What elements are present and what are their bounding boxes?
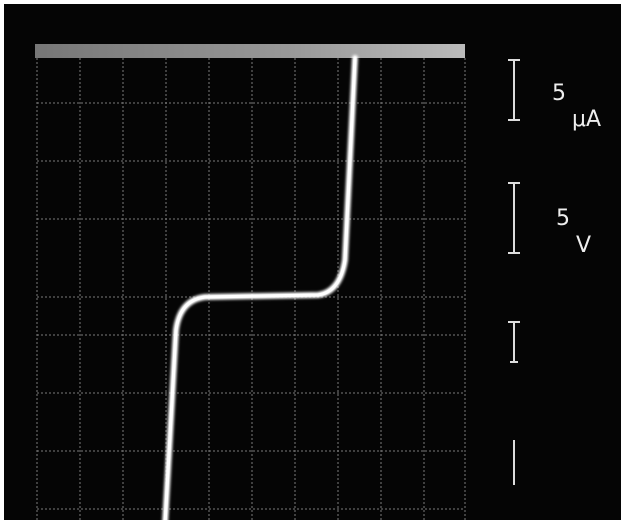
- voltage-scale-unit: V: [576, 233, 591, 258]
- voltage-scale-value: 5: [556, 206, 570, 231]
- screen-background: [4, 4, 621, 520]
- scope-screen: 5 μA 5 V: [0, 0, 625, 524]
- current-scale-unit: μA: [572, 107, 601, 132]
- trace-bar: [35, 44, 465, 58]
- current-scale-value: 5: [552, 81, 566, 106]
- page: 5 μA 5 V (() => { const data = JSON.pars…: [0, 0, 625, 524]
